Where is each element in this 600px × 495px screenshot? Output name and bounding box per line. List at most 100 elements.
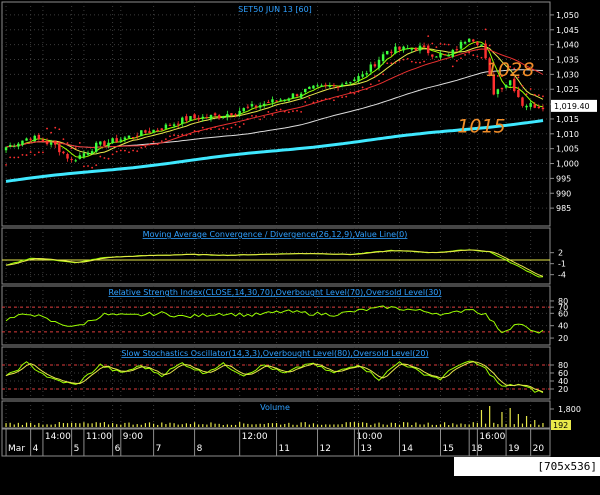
candle-body bbox=[328, 85, 332, 87]
price-tick-label: 1,005 bbox=[556, 145, 579, 154]
candle-body bbox=[504, 84, 508, 88]
sar-dot bbox=[115, 150, 118, 153]
candle-body bbox=[13, 146, 16, 148]
sar-dot bbox=[83, 165, 85, 168]
sar-dot bbox=[390, 62, 393, 65]
candle-body bbox=[295, 94, 299, 97]
sar-dot bbox=[5, 163, 7, 166]
candle-body bbox=[299, 93, 303, 98]
price-tick-label: 1,035 bbox=[556, 56, 579, 65]
sar-dot bbox=[111, 153, 114, 156]
candle-body bbox=[74, 160, 77, 162]
candle-body bbox=[324, 84, 327, 86]
time-label: 7 bbox=[156, 444, 162, 454]
sar-dot bbox=[439, 43, 442, 45]
sar-dot bbox=[468, 51, 471, 54]
candle-body bbox=[488, 58, 491, 75]
candle-body bbox=[21, 140, 24, 146]
sar-dot bbox=[42, 151, 44, 154]
time-label: 4 bbox=[33, 444, 39, 454]
candle-body bbox=[152, 129, 155, 133]
candle-body bbox=[418, 45, 422, 51]
sar-dot bbox=[218, 128, 221, 131]
candle-body bbox=[168, 124, 172, 126]
sar-dot bbox=[312, 101, 315, 104]
candle-body bbox=[181, 117, 184, 124]
candle-body bbox=[254, 105, 258, 108]
sar-dot bbox=[95, 164, 98, 167]
sar-dot bbox=[132, 149, 135, 152]
time-label: 10:00 bbox=[356, 432, 382, 442]
sar-dot bbox=[357, 90, 360, 93]
sar-dot bbox=[103, 157, 106, 159]
sar-dot bbox=[140, 146, 143, 149]
indicator-tick-label: 80 bbox=[558, 297, 568, 306]
sar-dot bbox=[271, 114, 274, 116]
candle-body bbox=[344, 82, 348, 85]
sar-dot bbox=[251, 114, 253, 117]
sar-dot bbox=[214, 126, 216, 129]
sar-dot bbox=[99, 155, 102, 158]
price-tick-label: 1,010 bbox=[556, 130, 579, 139]
last-volume-label: 192 bbox=[553, 421, 568, 430]
candle-body bbox=[492, 75, 495, 95]
time-label: 14 bbox=[402, 444, 414, 454]
candle-body bbox=[205, 116, 209, 118]
sar-dot bbox=[13, 156, 16, 159]
price-tick-label: 1,015 bbox=[556, 115, 579, 124]
candle-body bbox=[472, 39, 475, 42]
moving-average-10 bbox=[5, 45, 544, 155]
last-volume-box bbox=[551, 420, 571, 430]
candle-body bbox=[172, 124, 176, 126]
candle-body bbox=[234, 114, 237, 116]
candle-body bbox=[533, 104, 536, 108]
sar-dot bbox=[492, 63, 495, 65]
sar-dot bbox=[488, 44, 491, 47]
price-annotation: 1015 bbox=[457, 115, 505, 137]
candle-body bbox=[414, 47, 418, 51]
sar-dot bbox=[66, 142, 69, 144]
sar-dot bbox=[382, 73, 385, 76]
sar-dot bbox=[328, 97, 331, 100]
sar-dot bbox=[29, 151, 32, 154]
candle-body bbox=[279, 99, 282, 101]
time-label: 9:00 bbox=[123, 432, 143, 442]
candle-body bbox=[103, 141, 106, 146]
candle-body bbox=[263, 103, 266, 106]
candle-body bbox=[58, 143, 61, 153]
sar-dot bbox=[238, 125, 241, 128]
candle-body bbox=[332, 84, 336, 86]
time-label: 11 bbox=[279, 444, 290, 454]
candle-body bbox=[222, 116, 225, 118]
candle-body bbox=[111, 138, 114, 144]
candle-body bbox=[164, 124, 168, 129]
sar-dot bbox=[267, 111, 270, 113]
sar-dot bbox=[128, 151, 130, 154]
time-label: 8 bbox=[197, 444, 203, 454]
candle-body bbox=[160, 128, 164, 131]
time-label: 16:00 bbox=[479, 432, 505, 442]
sar-dot bbox=[119, 149, 122, 152]
candle-body bbox=[246, 106, 250, 108]
candle-body bbox=[140, 130, 143, 137]
candle-body bbox=[78, 155, 82, 159]
indicator-tick-label: 20 bbox=[558, 334, 568, 343]
candle-body bbox=[476, 41, 479, 45]
candle-body bbox=[291, 93, 295, 99]
candle-body bbox=[25, 138, 28, 141]
sar-dot bbox=[505, 73, 507, 76]
sar-dot bbox=[169, 135, 171, 138]
candle-body bbox=[496, 89, 500, 95]
candle-body bbox=[226, 114, 229, 118]
trading-chart[interactable]: 9859909951,0001,0051,0101,0151,0201,0251… bbox=[0, 0, 600, 476]
sar-dot bbox=[414, 61, 417, 64]
time-label: 6 bbox=[115, 444, 121, 454]
candle-body bbox=[308, 86, 311, 89]
sar-dot bbox=[447, 43, 450, 46]
sar-dot bbox=[205, 128, 208, 131]
indicator-title: Relative Strength Index(CLOSE,14,30,70),… bbox=[109, 288, 442, 297]
candle-body bbox=[369, 64, 373, 72]
sar-dot bbox=[529, 88, 532, 90]
candle-body bbox=[185, 116, 188, 121]
sar-dot bbox=[283, 110, 286, 113]
